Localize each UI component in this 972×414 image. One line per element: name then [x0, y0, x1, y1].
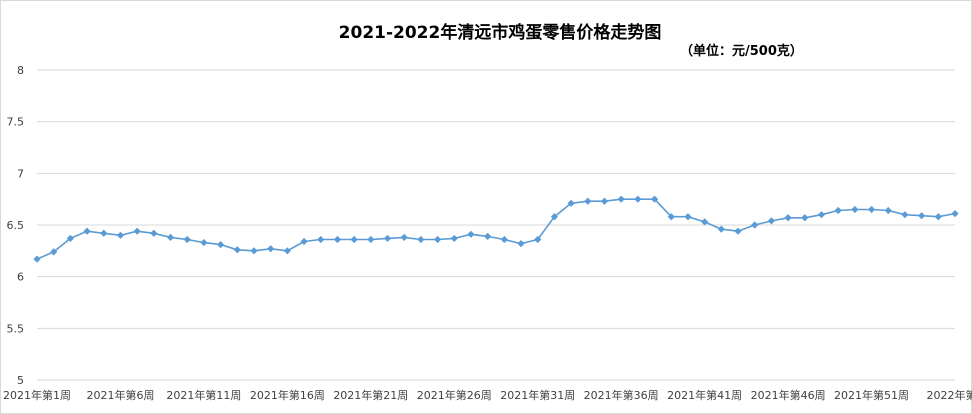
y-tick-label-1: 5.5	[7, 322, 25, 335]
y-axis-ticks: 5 5.5 6 6.5 7 7.5 8	[7, 64, 25, 387]
data-point-55[interactable]	[951, 210, 959, 218]
data-point-4[interactable]	[100, 229, 108, 237]
data-point-26[interactable]	[467, 230, 475, 238]
x-tick-label-6: 2021年第31周	[500, 388, 575, 402]
data-point-35[interactable]	[617, 195, 625, 203]
chart-title: 2021-2022年清远市鸡蛋零售价格走势图	[338, 23, 662, 43]
series-markers	[33, 195, 959, 263]
data-point-2[interactable]	[66, 234, 74, 243]
data-point-7[interactable]	[150, 229, 158, 237]
data-point-28[interactable]	[500, 235, 508, 244]
data-point-41[interactable]	[717, 225, 725, 233]
data-point-33[interactable]	[584, 197, 592, 205]
data-point-14[interactable]	[267, 245, 275, 253]
data-point-32[interactable]	[567, 199, 575, 207]
x-tick-label-0: 2021年第1周	[3, 388, 71, 402]
data-point-34[interactable]	[600, 197, 609, 205]
data-point-1[interactable]	[50, 248, 58, 256]
x-tick-label-4: 2021年第21周	[333, 388, 408, 402]
data-point-22[interactable]	[400, 233, 408, 241]
data-point-48[interactable]	[834, 206, 842, 215]
data-point-52[interactable]	[901, 211, 909, 219]
data-point-16[interactable]	[300, 237, 308, 246]
data-point-51[interactable]	[884, 206, 892, 215]
data-point-11[interactable]	[217, 241, 225, 249]
x-tick-label-1: 2021年第6周	[86, 388, 154, 402]
data-point-40[interactable]	[701, 218, 709, 226]
x-axis-ticks: 2021年第1周 2021年第6周 2021年第11周 2021年第16周 2021年第…	[3, 388, 972, 402]
series-line	[36, 198, 956, 260]
y-tick-label-6: 8	[17, 64, 24, 77]
data-point-20[interactable]	[367, 235, 375, 244]
data-point-8[interactable]	[166, 233, 175, 241]
y-tick-label-3: 6.5	[7, 219, 25, 232]
data-point-46[interactable]	[801, 214, 809, 222]
x-tick-label-10: 2021年第51周	[834, 388, 909, 402]
series-polyline	[36, 198, 956, 260]
data-point-42[interactable]	[734, 227, 742, 235]
data-point-18[interactable]	[333, 235, 342, 244]
data-point-38[interactable]	[667, 213, 675, 221]
x-tick-label-8: 2021年第41周	[667, 388, 742, 402]
data-point-54[interactable]	[934, 213, 942, 221]
data-point-5[interactable]	[116, 231, 125, 239]
data-point-24[interactable]	[433, 235, 442, 244]
data-point-30[interactable]	[534, 235, 542, 244]
x-tick-label-3: 2021年第16周	[250, 388, 325, 402]
y-tick-label-5: 7.5	[7, 116, 25, 129]
gridlines	[37, 69, 955, 381]
data-point-27[interactable]	[484, 232, 492, 240]
data-point-9[interactable]	[183, 235, 191, 244]
data-point-10[interactable]	[200, 238, 208, 247]
x-tick-label-9: 2021年第46周	[751, 388, 826, 402]
data-point-37[interactable]	[650, 195, 659, 203]
data-point-44[interactable]	[767, 217, 775, 225]
x-tick-label-11: 2022年第4	[927, 388, 972, 402]
data-point-15[interactable]	[283, 247, 291, 255]
data-point-19[interactable]	[350, 235, 358, 244]
data-point-3[interactable]	[83, 227, 91, 235]
x-tick-label-5: 2021年第26周	[417, 388, 492, 402]
data-point-12[interactable]	[233, 246, 241, 254]
data-point-23[interactable]	[417, 235, 425, 244]
data-point-31[interactable]	[550, 213, 559, 221]
y-tick-label-0: 5	[17, 374, 24, 387]
data-point-39[interactable]	[684, 213, 692, 221]
data-point-6[interactable]	[133, 227, 141, 235]
data-point-25[interactable]	[450, 234, 458, 243]
data-point-47[interactable]	[817, 211, 826, 219]
data-point-13[interactable]	[250, 247, 258, 255]
data-point-21[interactable]	[383, 234, 392, 243]
data-point-17[interactable]	[317, 235, 325, 244]
data-point-29[interactable]	[517, 240, 525, 248]
y-tick-label-4: 7	[17, 167, 24, 180]
x-tick-label-2: 2021年第11周	[166, 388, 241, 402]
data-point-53[interactable]	[918, 212, 926, 220]
chart-unit-label: （单位：元/500克）	[680, 44, 803, 59]
y-tick-label-2: 6	[17, 271, 24, 284]
data-point-36[interactable]	[634, 195, 642, 203]
data-point-45[interactable]	[784, 214, 792, 222]
data-point-43[interactable]	[751, 221, 759, 229]
data-point-49[interactable]	[851, 205, 859, 214]
data-point-0[interactable]	[33, 255, 41, 263]
x-tick-label-7: 2021年第36周	[584, 388, 659, 402]
data-point-50[interactable]	[867, 205, 876, 214]
